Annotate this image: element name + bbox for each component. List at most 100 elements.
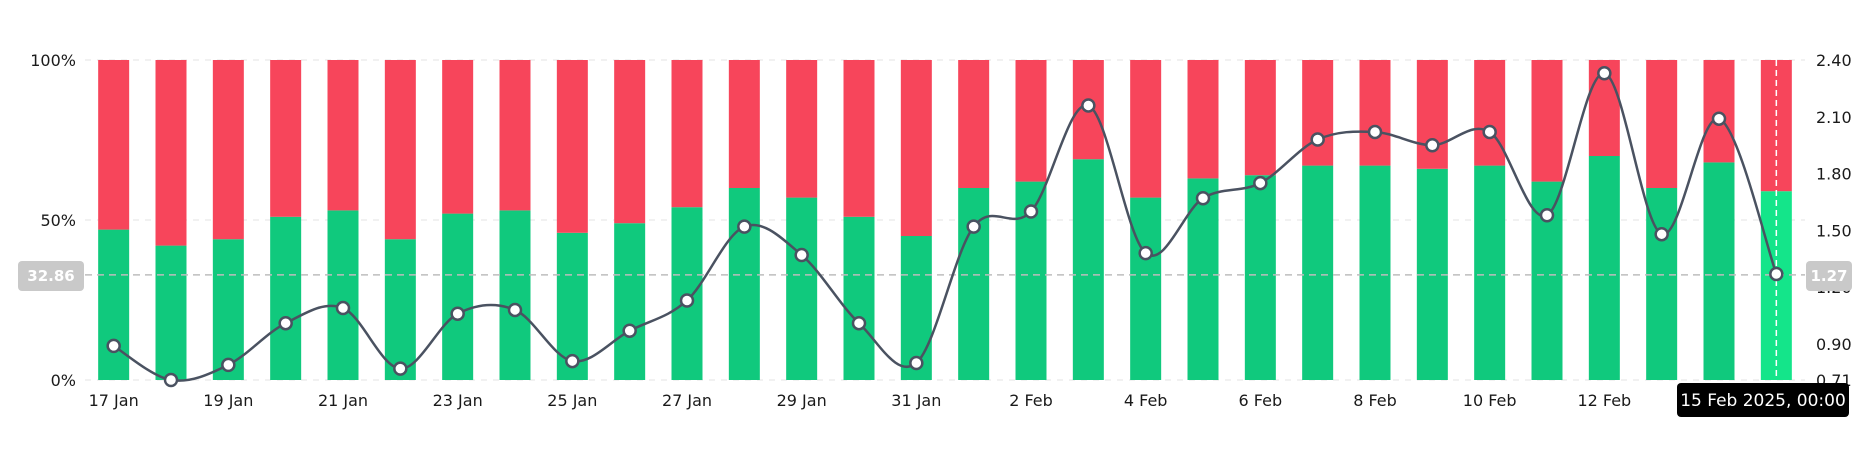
bar-red bbox=[1015, 60, 1047, 182]
grid-layer bbox=[85, 59, 1805, 381]
x-axis-tick-label: 27 Jan bbox=[662, 391, 712, 410]
x-axis-tick-label: 31 Jan bbox=[891, 391, 941, 410]
bar-green bbox=[155, 245, 187, 380]
x-axis-tick-label: 2 Feb bbox=[1009, 391, 1053, 410]
bar-red bbox=[1474, 60, 1506, 166]
right-axis-tick-label: 1.80 bbox=[1816, 165, 1852, 184]
bar-green bbox=[614, 223, 646, 380]
bar-green bbox=[786, 197, 818, 380]
ratio-point bbox=[1253, 175, 1268, 191]
bar-green bbox=[1588, 156, 1620, 380]
bar-green bbox=[1072, 159, 1104, 380]
crosshair-date-label: 15 Feb 2025, 00:00 bbox=[1680, 391, 1846, 411]
bar-red bbox=[1244, 60, 1276, 176]
points-layer bbox=[106, 66, 1784, 388]
crosshair-left-badge-bg bbox=[18, 261, 84, 291]
crosshair-right-badge-bg bbox=[1806, 261, 1852, 291]
bar-red bbox=[384, 60, 416, 240]
bar-green bbox=[1359, 165, 1391, 380]
left-axis-tick-label: 100% bbox=[30, 51, 76, 70]
bars-layer bbox=[98, 60, 1792, 380]
bar-green bbox=[1187, 178, 1219, 380]
left-axis-tick-label: 50% bbox=[40, 211, 76, 230]
right-axis-tick-label: 0.90 bbox=[1816, 335, 1852, 354]
bar-red bbox=[155, 60, 187, 246]
crosshair-right-value: 1.27 bbox=[1810, 267, 1847, 285]
bar-red bbox=[671, 60, 703, 208]
right-axis: 0.710.901.201.501.802.102.40 bbox=[1816, 51, 1852, 390]
x-axis-tick-label: 29 Jan bbox=[777, 391, 827, 410]
ratio-point bbox=[393, 361, 408, 376]
crosshair-left-value: 32.86 bbox=[27, 267, 74, 285]
ratio-point bbox=[966, 219, 981, 234]
ratio-point bbox=[221, 357, 236, 373]
x-axis-tick-label: 4 Feb bbox=[1124, 391, 1168, 410]
bar-red bbox=[728, 60, 760, 188]
crosshair-layer bbox=[85, 60, 1805, 380]
ratio-point bbox=[1654, 226, 1669, 242]
bar-red bbox=[1416, 60, 1448, 169]
bar-red bbox=[1531, 60, 1563, 182]
ratio-point bbox=[1367, 124, 1383, 140]
ratio-point bbox=[1195, 190, 1211, 206]
bar-red bbox=[499, 60, 531, 211]
x-axis-tick-label: 12 Feb bbox=[1577, 391, 1631, 410]
bar-green bbox=[1474, 165, 1506, 380]
ratio-point bbox=[1597, 66, 1612, 81]
ratio-point bbox=[679, 293, 695, 308]
right-axis-tick-label: 2.10 bbox=[1816, 108, 1852, 127]
bar-green bbox=[728, 188, 760, 380]
x-axis-tick-label: 10 Feb bbox=[1463, 391, 1517, 410]
bar-green bbox=[442, 213, 474, 380]
ratio-point bbox=[565, 353, 580, 369]
ratio-point bbox=[163, 372, 179, 388]
bar-red bbox=[270, 60, 302, 217]
left-axis-tick-label: 0% bbox=[51, 371, 76, 390]
bar-green bbox=[1130, 197, 1162, 380]
x-axis-tick-label: 19 Jan bbox=[203, 391, 253, 410]
ratio-point bbox=[851, 315, 867, 331]
x-axis: 17 Jan 19 Jan 21 Jan 23 Jan 25 Jan 27 Jan 29 J… bbox=[89, 391, 1632, 410]
ratio-point bbox=[278, 315, 293, 331]
bar-green bbox=[327, 210, 359, 380]
right-axis-tick-label: 1.50 bbox=[1816, 221, 1852, 240]
ratio-point bbox=[1310, 132, 1325, 147]
bar-green bbox=[499, 210, 531, 380]
bar-red bbox=[556, 60, 588, 233]
bar-green bbox=[212, 239, 244, 380]
bar-green bbox=[1244, 175, 1276, 380]
bar-red bbox=[843, 60, 875, 217]
x-axis-tick-label: 23 Jan bbox=[433, 391, 483, 410]
bar-green bbox=[1703, 162, 1735, 380]
crosshair-date-tooltip: 15 Feb 2025, 00:00 bbox=[1677, 383, 1849, 417]
bar-red bbox=[212, 60, 244, 240]
ratio-point bbox=[1081, 98, 1096, 113]
x-axis-tick-label: 21 Jan bbox=[318, 391, 368, 410]
bar-red bbox=[327, 60, 359, 211]
bar-red bbox=[1703, 60, 1735, 163]
left-axis: 0% 50% 100% bbox=[30, 51, 76, 390]
bar-red bbox=[614, 60, 646, 224]
bar-red bbox=[1187, 60, 1219, 179]
ratio-point bbox=[1138, 245, 1153, 261]
ratio-point bbox=[450, 306, 465, 321]
ratio-point bbox=[737, 219, 752, 234]
ratio-point bbox=[909, 355, 924, 371]
ratio-point bbox=[1482, 124, 1497, 140]
ratio-line bbox=[113, 72, 1778, 382]
bar-green bbox=[270, 216, 302, 380]
ratio-point bbox=[1023, 204, 1039, 219]
ratio-point bbox=[1769, 266, 1784, 282]
right-axis-tick-label: 2.40 bbox=[1816, 51, 1852, 70]
bar-red bbox=[900, 60, 932, 236]
ratio-point bbox=[507, 302, 523, 318]
crosshair-left-badge: 32.86 bbox=[18, 261, 84, 291]
x-axis-tick-label: 6 Feb bbox=[1239, 391, 1283, 410]
bar-red bbox=[1302, 60, 1334, 166]
bar-red bbox=[98, 60, 130, 230]
bar-red bbox=[1130, 60, 1162, 198]
x-axis-tick-label: 17 Jan bbox=[89, 391, 139, 410]
bar-red bbox=[786, 60, 818, 198]
